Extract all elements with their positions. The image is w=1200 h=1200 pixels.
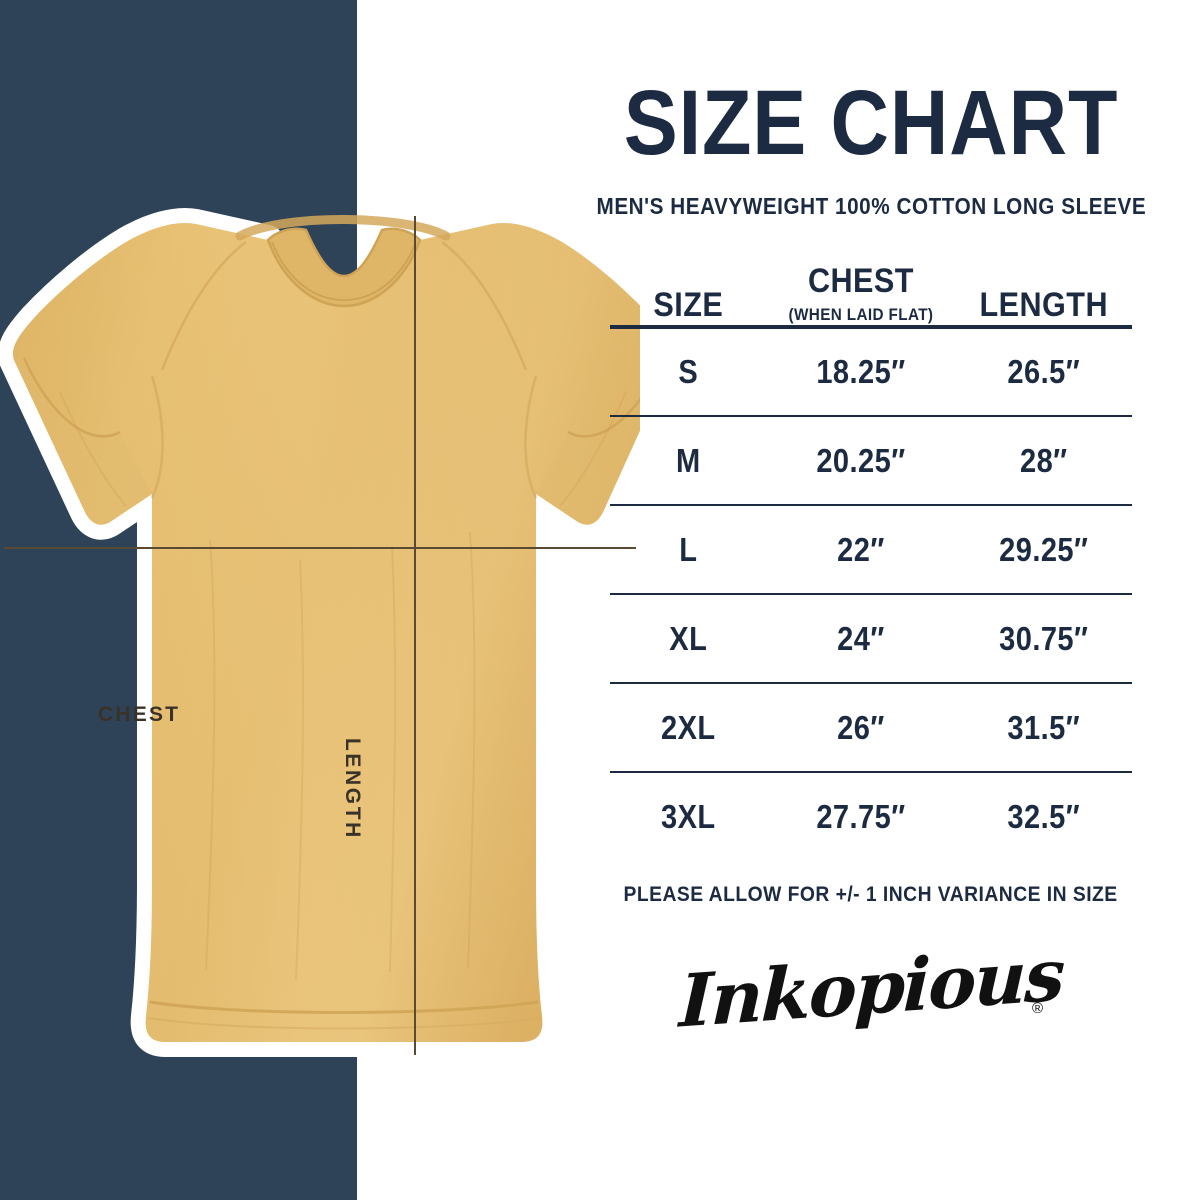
cell-chest: 27.75″ <box>815 798 906 836</box>
hem-seam <box>149 1000 539 1014</box>
garment-illustration: CHEST LENGTH <box>0 180 640 1085</box>
cell-length: 31.5″ <box>1006 708 1080 746</box>
fabric-fold-lines <box>59 391 627 981</box>
column-header-chest-label: CHEST <box>807 262 914 301</box>
long-sleeve-shirt-svg <box>0 180 640 1085</box>
hem-seam-outer <box>147 1017 541 1030</box>
table-row: 2XL 26″ 31.5″ <box>610 683 1132 773</box>
table-row: L 22″ 29.25″ <box>610 505 1132 595</box>
registered-trademark-icon: ® <box>1031 1000 1043 1018</box>
neck-tape <box>235 215 451 241</box>
armhole-seam-left <box>150 375 164 499</box>
cell-chest: 26″ <box>836 708 885 746</box>
collar-seam <box>271 241 417 302</box>
cell-chest: 20.25″ <box>815 441 906 479</box>
cell-size: L <box>679 530 698 568</box>
table-row: S 18.25″ 26.5″ <box>610 327 1132 417</box>
page-title: SIZE CHART <box>623 72 1119 174</box>
table-row: M 20.25″ 28″ <box>610 416 1132 506</box>
chest-measure-label: CHEST <box>98 703 181 726</box>
size-table-head: SIZE CHEST (WHEN LAID FLAT) LENGTH <box>610 262 1132 328</box>
cell-size: 3XL <box>661 798 716 836</box>
cuff-seam-right <box>567 397 640 438</box>
cell-size: XL <box>669 619 708 657</box>
cell-size: 2XL <box>661 708 716 746</box>
size-table-wrapper: SIZE CHEST (WHEN LAID FLAT) LENGTH S <box>610 262 1132 861</box>
table-row: 3XL 27.75″ 32.5″ <box>610 772 1132 861</box>
page-subtitle: MEN'S HEAVYWEIGHT 100% COTTON LONG SLEEV… <box>596 193 1146 220</box>
cell-length: 29.25″ <box>998 530 1088 568</box>
shoulder-seam-right <box>441 241 528 371</box>
length-measure-label: LENGTH <box>341 738 364 840</box>
column-header-length: LENGTH <box>963 262 1123 327</box>
table-header-row: SIZE CHEST (WHEN LAID FLAT) LENGTH <box>610 262 1132 328</box>
cell-chest: 24″ <box>836 619 885 657</box>
cell-size: M <box>675 441 701 479</box>
shoulder-seam-left <box>160 241 247 371</box>
column-header-chest-sublabel: (WHEN LAID FLAT) <box>788 305 933 325</box>
cell-chest: 18.25″ <box>815 353 906 391</box>
brand-logo: Inkopious ® <box>678 932 1065 1044</box>
cuff-left <box>14 356 152 525</box>
cuff-right <box>536 401 640 525</box>
cell-length: 26.5″ <box>1006 353 1080 391</box>
size-table: SIZE CHEST (WHEN LAID FLAT) LENGTH S <box>610 262 1132 861</box>
cell-length: 30.75″ <box>998 619 1088 657</box>
table-row: XL 24″ 30.75″ <box>610 594 1132 684</box>
cell-length: 28″ <box>1019 441 1068 479</box>
variance-note: PLEASE ALLOW FOR +/- 1 INCH VARIANCE IN … <box>623 883 1119 907</box>
chart-content-column: SIZE CHART MEN'S HEAVYWEIGHT 100% COTTON… <box>556 0 1186 1200</box>
column-header-size-label: SIZE <box>653 286 724 325</box>
column-header-size: SIZE <box>618 262 759 327</box>
brand-logo-text: Inkopious <box>677 931 1065 1045</box>
column-header-length-label: LENGTH <box>978 286 1108 325</box>
cell-size: S <box>678 353 699 391</box>
cell-chest: 22″ <box>836 530 885 568</box>
cell-length: 32.5″ <box>1006 798 1080 836</box>
column-header-chest: CHEST (WHEN LAID FLAT) <box>776 262 945 327</box>
armhole-seam-right <box>524 375 538 499</box>
size-table-body: S 18.25″ 26.5″ M 20.25″ 28″ L 22″ 29.25″ <box>610 327 1132 861</box>
cuff-seam-left <box>22 357 121 438</box>
